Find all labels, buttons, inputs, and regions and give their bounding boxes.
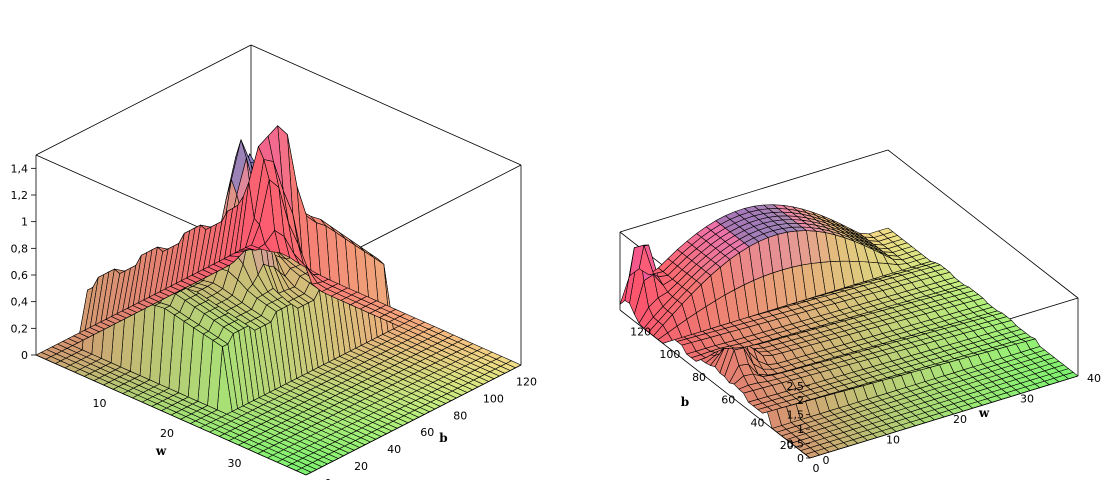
z-tick-label: 0,8 <box>11 242 29 255</box>
y-tick-label: 80 <box>453 409 467 422</box>
box-edge <box>619 309 811 459</box>
x-axis-label: w <box>155 444 167 458</box>
box-edge <box>250 44 522 166</box>
box-edge <box>619 149 889 233</box>
x-tick-label: 0 <box>823 454 830 467</box>
z-tick-label: 0,5 <box>787 438 805 451</box>
z-tick-label: 0 <box>21 349 28 362</box>
z-tick-label: 1,2 <box>11 189 29 202</box>
z-tick-label: 1,4 <box>11 162 29 175</box>
x-tick-label: 30 <box>228 457 242 470</box>
y-tick-label: 20 <box>354 460 368 473</box>
surface-plot-right: 0 0,5 1 1,5 2 2,5 0 10 20 30 40 0 20 40 60 80 100 120 w b <box>552 0 1104 480</box>
box-edge <box>35 44 252 156</box>
z-tick-label: 0,2 <box>11 322 29 335</box>
y-tick-label: 120 <box>630 325 651 338</box>
surface-patch <box>245 244 261 251</box>
y-tick-label: 60 <box>721 394 735 407</box>
y-tick-label: 40 <box>387 443 401 456</box>
box-edge <box>887 149 1079 299</box>
x-tick-label: 10 <box>886 434 900 447</box>
z-tick-label: 1 <box>21 216 28 229</box>
y-tick-label: 100 <box>483 392 504 405</box>
y-tick-label: 20 <box>780 439 794 452</box>
z-tick-label: 0,4 <box>11 296 29 309</box>
x-tick-label: 20 <box>160 427 174 440</box>
x-tick-label: 10 <box>93 397 107 410</box>
z-tick-label: 1 <box>797 423 804 436</box>
z-tick-label: 2,5 <box>787 380 805 393</box>
x-tick-label: 20 <box>953 413 967 426</box>
y-tick-label: 0 <box>325 477 332 480</box>
surface-plot-left: 00,20,40,60,811,21,410203040020406080100… <box>11 44 537 480</box>
surface-patch <box>619 247 635 305</box>
x-tick-label: 30 <box>1020 393 1034 406</box>
z-tick-label: 0,6 <box>11 269 29 282</box>
y-tick-label: 80 <box>692 371 706 384</box>
y-axis-label: b <box>681 395 689 409</box>
y-tick-label: 40 <box>751 416 765 429</box>
box-edge <box>305 364 522 476</box>
box-edge <box>35 354 307 476</box>
z-tick-label: 1,5 <box>787 409 805 422</box>
z-tick-label: 0 <box>797 452 804 465</box>
surface-plot-left-svg: 00,20,40,60,811,21,410203040020406080100… <box>11 44 537 480</box>
x-tick-label: 40 <box>1087 372 1101 385</box>
y-tick-label: 100 <box>659 348 680 361</box>
z-tick-label: 2 <box>797 394 804 407</box>
y-tick-label: 120 <box>516 375 537 388</box>
y-tick-label: 60 <box>420 426 434 439</box>
x-axis-label: w <box>978 406 990 420</box>
y-tick-label: 0 <box>813 462 820 475</box>
box-edge <box>809 375 1079 459</box>
y-axis-label: b <box>439 431 447 445</box>
